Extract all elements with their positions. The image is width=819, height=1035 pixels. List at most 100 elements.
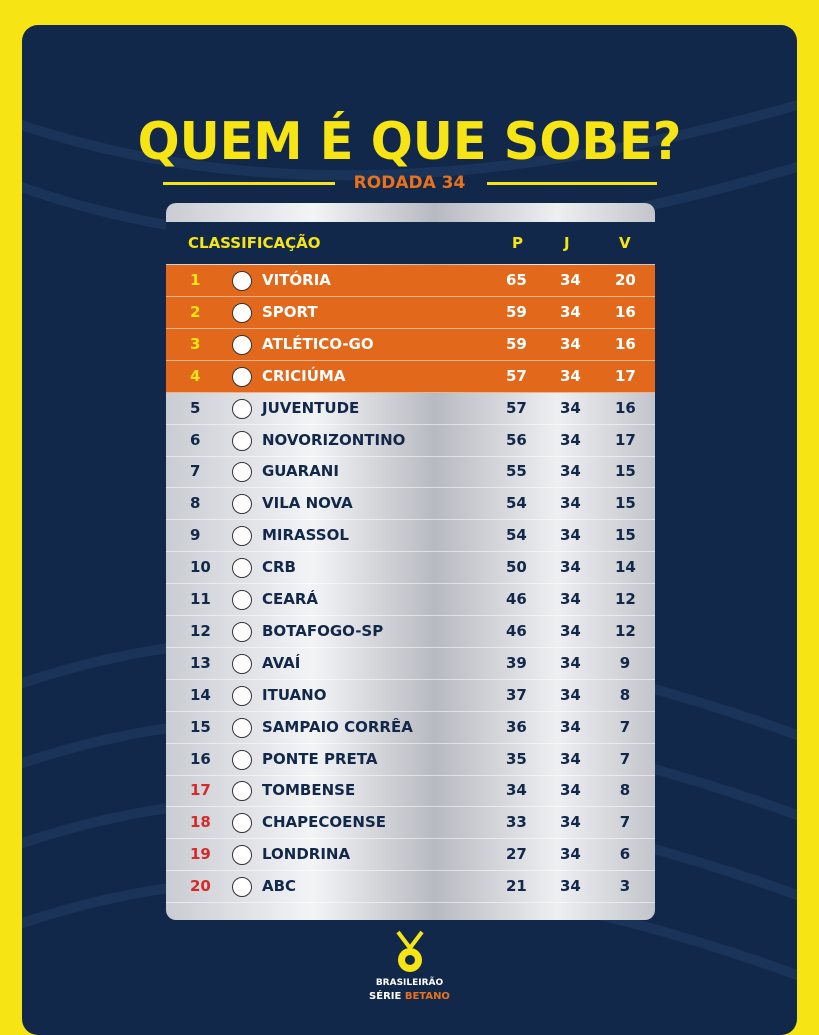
games: 34	[560, 462, 581, 481]
team-name: CHAPECOENSE	[262, 813, 387, 832]
team-logo	[232, 271, 252, 291]
points: 21	[506, 877, 527, 896]
points: 55	[506, 462, 527, 481]
points: 57	[506, 366, 527, 385]
wins: 9	[619, 653, 631, 672]
games: 34	[560, 845, 581, 864]
wins: 12	[615, 590, 636, 608]
table-row: 19 LONDRINA 27 34 6	[166, 839, 655, 872]
table-row: 13 AVAÍ 39 34 9	[166, 648, 655, 680]
points: 34	[506, 781, 527, 800]
team-logo	[232, 653, 252, 674]
team-name: VITÓRIA	[262, 271, 331, 289]
table-row: 17 TOMBENSE 34 34 8	[166, 775, 655, 808]
position: 7	[190, 462, 201, 481]
position: 17	[190, 781, 211, 800]
team-name: SAMPAIO CORRÊA	[262, 717, 413, 736]
wins: 17	[615, 366, 636, 385]
position: 19	[190, 845, 211, 864]
team-name: CRB	[262, 558, 296, 577]
team-logo	[232, 366, 252, 387]
position: 16	[190, 749, 211, 768]
table-row: 11 CEARÁ 46 34 12	[166, 584, 655, 616]
wins: 15	[615, 494, 636, 513]
games: 34	[560, 334, 581, 353]
position: 14	[190, 685, 211, 704]
games: 34	[560, 558, 581, 577]
games: 34	[560, 653, 581, 672]
points: 36	[506, 717, 527, 736]
wins: 16	[615, 302, 636, 321]
wins: 15	[615, 462, 636, 481]
league-logo	[396, 930, 424, 972]
games: 34	[560, 430, 581, 449]
team-name: CEARÁ	[262, 590, 319, 608]
table-row: 20 ABC 21 34 3	[166, 871, 655, 904]
points: 46	[506, 621, 527, 640]
team-logo	[232, 334, 252, 355]
position: 11	[190, 590, 211, 608]
points: 56	[506, 430, 527, 449]
points: 54	[506, 526, 527, 545]
table-row: 2 SPORT 59 34 16	[166, 296, 655, 329]
position: 2	[190, 302, 201, 321]
points: 39	[506, 653, 527, 672]
position: 20	[190, 877, 211, 896]
points: 57	[506, 398, 527, 417]
position: 9	[190, 526, 201, 545]
wins: 15	[615, 526, 636, 545]
team-logo	[232, 398, 252, 419]
column-header: P	[512, 234, 523, 252]
games: 34	[560, 781, 581, 800]
wins: 20	[615, 271, 636, 289]
team-logo	[232, 590, 252, 610]
table-row: 12 BOTAFOGO-SP 46 34 12	[166, 616, 655, 648]
subtitle: RODADA 34	[353, 173, 466, 193]
table-row: 4 CRICIÚMA 57 34 17	[166, 360, 655, 393]
team-name: ATLÉTICO-GO	[262, 334, 374, 353]
position: 13	[190, 653, 211, 672]
games: 34	[560, 494, 581, 513]
points: 46	[506, 590, 527, 608]
column-header: J	[564, 234, 570, 252]
table-header: CLASSIFICAÇÃO P J V	[166, 222, 655, 264]
team-name: AVAÍ	[262, 653, 301, 672]
position: 3	[190, 334, 201, 353]
points: 59	[506, 302, 527, 321]
wins: 16	[615, 398, 636, 417]
standings-table: CLASSIFICAÇÃO P J V 1 VITÓRIA 65 34 20 2 SPORT…	[166, 203, 655, 920]
position: 8	[190, 494, 201, 513]
team-logo	[232, 494, 252, 515]
table-row: 18 CHAPECOENSE 33 34 7	[166, 807, 655, 840]
team-name: VILA NOVA	[262, 494, 353, 513]
wins: 7	[619, 717, 631, 736]
wins: 7	[619, 813, 631, 832]
wins: 12	[615, 621, 636, 640]
team-logo	[232, 526, 252, 547]
position: 18	[190, 813, 211, 832]
team-logo	[232, 781, 252, 802]
wins: 17	[615, 430, 636, 449]
position: 12	[190, 621, 211, 640]
table-row: 15 SAMPAIO CORRÊA 36 34 7	[166, 712, 655, 744]
team-logo	[232, 813, 252, 834]
games: 34	[560, 717, 581, 736]
team-name: PONTE PRETA	[262, 749, 378, 768]
table-row: 8 VILA NOVA 54 34 15	[166, 488, 655, 521]
team-name: LONDRINA	[262, 845, 351, 864]
points: 54	[506, 494, 527, 513]
footer-brand: BRASILEIRÃO	[375, 978, 444, 988]
wins: 6	[619, 845, 631, 864]
team-name: BOTAFOGO-SP	[262, 621, 384, 640]
points: 50	[506, 558, 527, 577]
footer-series: SÉRIE BETANO	[0, 991, 819, 1002]
team-logo	[232, 621, 252, 642]
wins: 8	[619, 781, 631, 800]
team-name: JUVENTUDE	[262, 398, 360, 417]
position: 5	[190, 398, 201, 417]
wins: 14	[615, 558, 636, 577]
title-rule	[163, 182, 335, 185]
games: 34	[560, 590, 581, 608]
team-name: ITUANO	[262, 685, 327, 704]
